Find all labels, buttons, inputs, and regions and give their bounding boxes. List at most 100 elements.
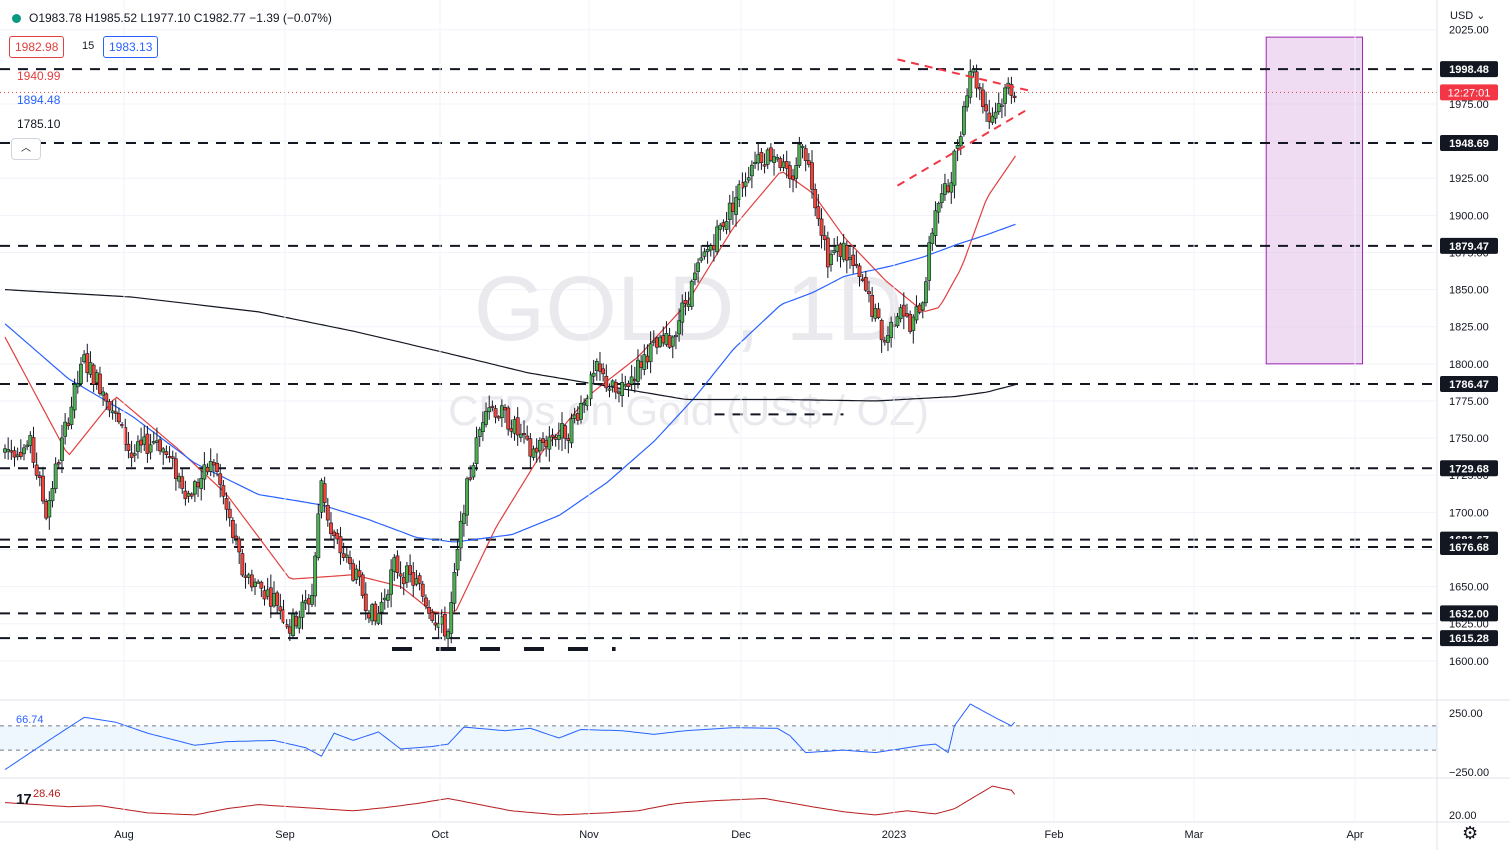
level-price-label: 1998.48 [1449,64,1489,76]
stoch-line [4,785,1015,816]
candle-body [579,403,583,420]
level-price-tag [1440,605,1498,622]
price-axis-tick: 1825.00 [1449,322,1489,334]
candle-body [72,384,77,411]
time-axis-tick: Nov [579,829,599,841]
level-price-label: 1676.68 [1449,542,1489,554]
candle-body [746,177,751,181]
candle-body [303,599,308,604]
collapse-legend-button[interactable]: ︿ [11,138,41,160]
currency-selector[interactable]: USD ⌄ [1450,9,1486,22]
candle-body [756,154,761,164]
tradingview-logo[interactable]: 17 [16,791,32,808]
candle-body [547,436,552,450]
candle-body [930,232,935,244]
price-axis-tick: 1850.00 [1449,285,1489,297]
candle-body [765,149,770,165]
level-price-label: 1879.47 [1449,241,1489,253]
candle-body [471,465,476,478]
candle-body [550,434,555,438]
candle-body [993,111,998,119]
candle-body [202,464,207,480]
candle-body [582,402,587,405]
candle-body [727,202,732,220]
candle-body [183,490,188,500]
candle-body [66,422,71,427]
candle-body [648,343,653,362]
candle-body [645,355,650,363]
candle-body [363,593,368,612]
candle-body [31,437,36,463]
candle-body [25,444,30,448]
candle-body [974,71,979,89]
candle-body [731,202,735,212]
gear-icon[interactable]: ⚙ [1462,823,1479,843]
candle-body [15,454,20,458]
candle-body [420,583,425,597]
candle-body [246,574,251,578]
chevron-up-icon: ︿ [21,143,31,154]
candle-body [879,320,884,341]
candle-body [91,364,96,385]
candle-body [47,500,52,518]
buy-price-button[interactable]: 1983.13 [103,36,159,58]
rsi-band [0,725,1437,751]
time-axis-tick: Mar [1185,829,1204,841]
candle-body [971,69,976,73]
candle-body [556,434,561,440]
candle-body [977,87,982,90]
candle-body [306,598,311,605]
candle-body [962,105,966,135]
candle-body [838,243,843,257]
candle-body [37,475,42,478]
time-axis-tick: Feb [1045,829,1064,841]
ma-value-red: 1940.99 [17,69,61,83]
candle-body [256,581,261,584]
candle-body [325,504,330,521]
candle-body [316,513,321,559]
candle-body [230,520,235,538]
price-axis-tick: 1900.00 [1449,210,1489,222]
candle-body [452,572,457,604]
candle-body [1000,104,1004,107]
candle-body [768,147,773,161]
candle-body [417,575,422,584]
candle-body [636,359,640,382]
candle-body [401,576,406,585]
candle-body [88,362,93,375]
candle-body [300,601,305,618]
candle-body [253,581,257,587]
candle-body [53,463,58,490]
candle-body [848,257,852,260]
time-axis-tick: Oct [431,829,448,841]
candle-body [575,413,580,421]
candle-body [161,448,166,453]
triangle-line-0 [897,58,1030,92]
candle-body [965,95,969,108]
candle-body [113,411,118,414]
candle-body [28,435,33,446]
candle-body [721,222,726,227]
candle-body [572,414,577,419]
candle-body [493,408,498,418]
time-axis-tick: Dec [731,829,751,841]
stoch-axis-tick: 20.00 [1449,810,1477,822]
candle-body [468,477,473,480]
candle-body [601,368,606,375]
candle-body [917,304,922,313]
candle-body [287,626,292,634]
candle-body [670,336,675,347]
candle-body [63,421,68,437]
candle-body [329,522,333,534]
watermark-description: CFDs on Gold (US$ / OZ) [448,387,929,434]
candle-body [753,161,757,165]
sell-price-button[interactable]: 1982.98 [9,36,65,58]
candle-body [177,475,181,482]
candle-body [553,437,558,440]
candle-body [870,294,875,317]
time-axis-tick: Apr [1346,829,1363,841]
candle-body [610,380,615,387]
candle-body [158,439,162,452]
candle-body [9,450,14,453]
